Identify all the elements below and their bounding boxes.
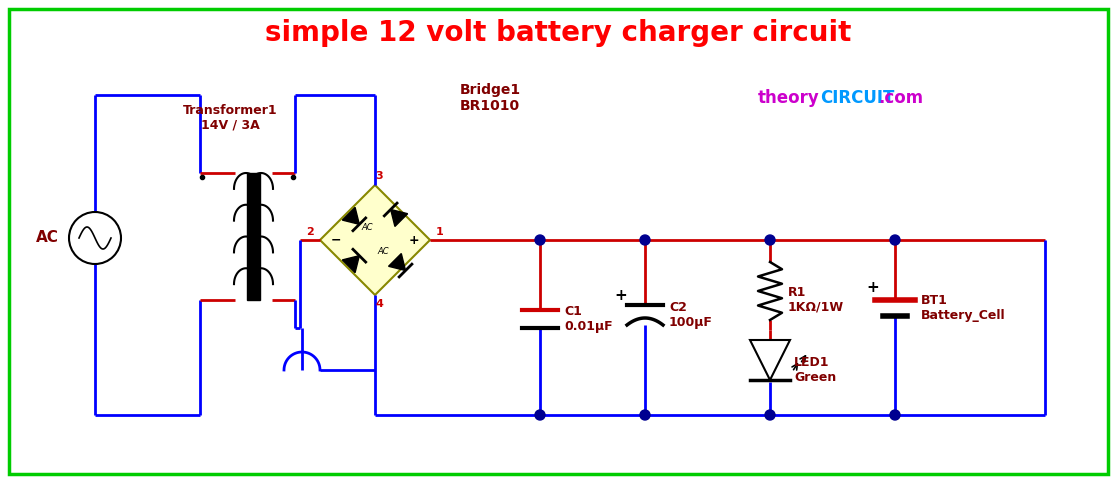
Text: −: − — [331, 233, 342, 246]
Circle shape — [890, 235, 900, 245]
Polygon shape — [342, 256, 360, 272]
Text: 2: 2 — [306, 227, 314, 237]
Text: 1: 1 — [436, 227, 443, 237]
Text: Transformer1
14V / 3A: Transformer1 14V / 3A — [183, 104, 277, 132]
Circle shape — [765, 235, 775, 245]
Text: C2
100μF: C2 100μF — [669, 301, 713, 329]
Text: 4: 4 — [375, 299, 383, 309]
Text: C1
0.01μF: C1 0.01μF — [564, 305, 612, 333]
Text: BT1
Battery_Cell: BT1 Battery_Cell — [922, 294, 1005, 322]
Circle shape — [765, 410, 775, 420]
Text: .com: .com — [878, 89, 923, 107]
Circle shape — [890, 410, 900, 420]
Circle shape — [535, 235, 545, 245]
Text: AC: AC — [361, 224, 373, 232]
Text: AC: AC — [378, 247, 389, 256]
Text: LED1
Green: LED1 Green — [794, 356, 837, 384]
Text: AC: AC — [36, 230, 58, 245]
Circle shape — [640, 410, 650, 420]
Text: +: + — [614, 287, 628, 302]
Circle shape — [640, 235, 650, 245]
Circle shape — [69, 212, 121, 264]
Polygon shape — [750, 340, 790, 380]
Bar — [247, 173, 260, 300]
Polygon shape — [391, 210, 408, 227]
Text: simple 12 volt battery charger circuit: simple 12 volt battery charger circuit — [265, 19, 851, 47]
Text: Bridge1
BR1010: Bridge1 BR1010 — [459, 83, 521, 113]
Polygon shape — [319, 185, 430, 295]
Text: CIRCUIT: CIRCUIT — [820, 89, 895, 107]
Polygon shape — [389, 254, 405, 270]
Text: +: + — [409, 233, 419, 246]
Text: theory: theory — [758, 89, 820, 107]
Polygon shape — [342, 207, 360, 224]
Text: 3: 3 — [375, 171, 383, 181]
Text: R1
1KΩ/1W: R1 1KΩ/1W — [787, 286, 844, 314]
Text: +: + — [867, 281, 879, 296]
Circle shape — [535, 410, 545, 420]
